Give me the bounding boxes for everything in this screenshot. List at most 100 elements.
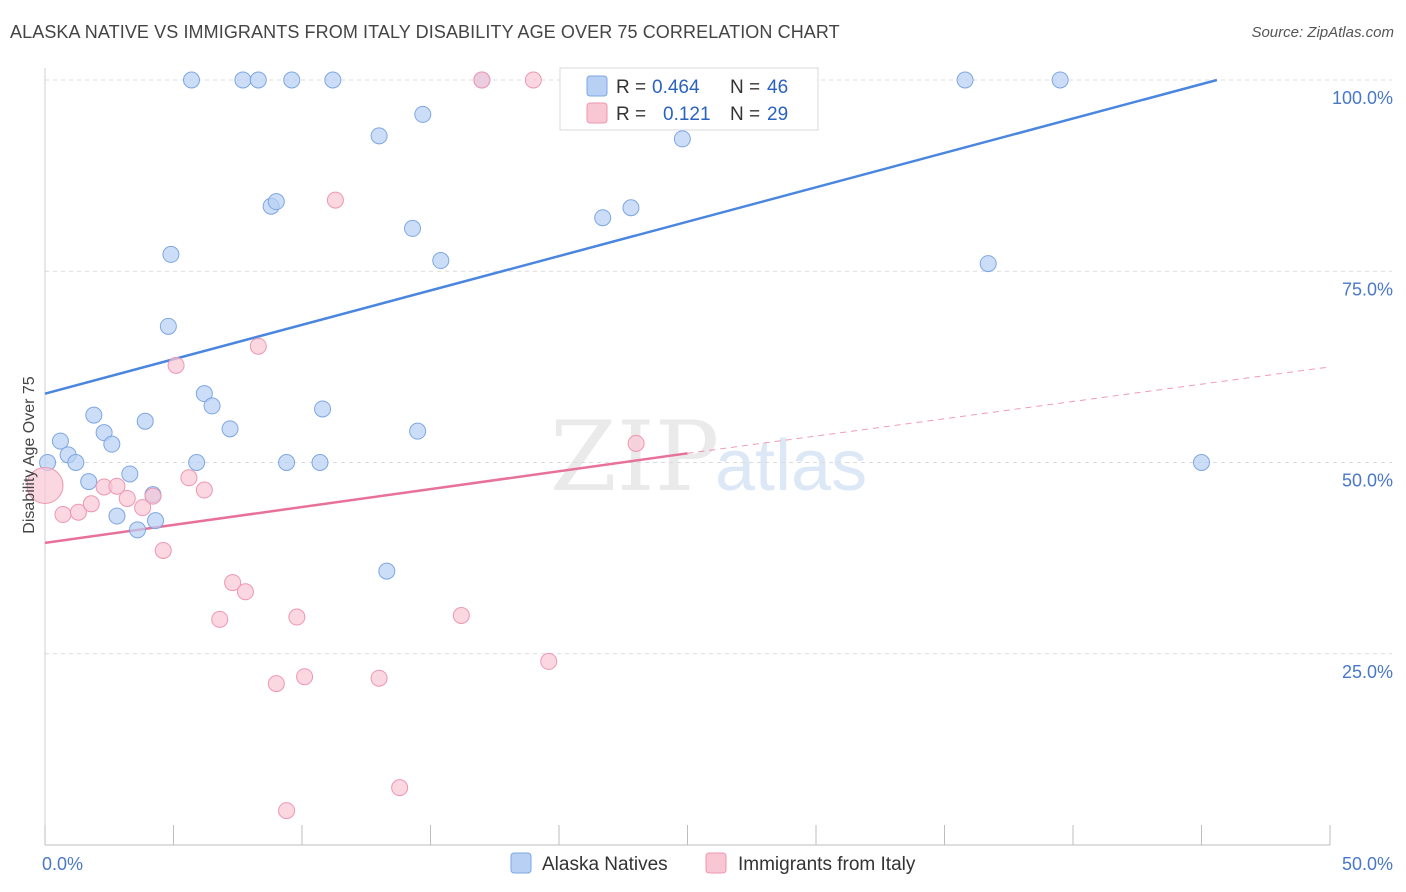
alaska-point [121,465,139,483]
alaska-point [147,512,165,530]
alaska-point [136,412,154,430]
legend-r-label-1: R = [616,77,646,98]
alaska-point [159,317,177,335]
alaska-point [314,400,332,418]
italy-point [278,802,296,820]
series-legend: Alaska Natives Immigrants from Italy [510,852,916,875]
y-tick-label: 50.0% [1342,471,1393,491]
alaska-point [432,252,450,270]
alaska-point [414,105,432,123]
italy-point [370,669,388,687]
legend-n-label-1: N = [730,77,760,98]
italy-point [195,481,213,499]
alaska-point [234,71,252,89]
y-tick-label: 25.0% [1342,662,1393,682]
alaska-point [221,420,239,438]
legend-swatch-italy [586,102,608,124]
italy-point [167,356,185,374]
alaska-trend-line [44,78,1218,395]
italy-point [267,675,285,693]
legend-n-value-italy: 29 [767,104,788,125]
legend-r-value-alaska: 0.464 [652,77,700,98]
alaska-point [195,385,213,403]
source-credit: Source: ZipAtlas.com [1251,24,1394,41]
italy-point [296,668,314,686]
italy-point [540,652,558,670]
italy-point [627,434,645,452]
italy-point [118,489,136,507]
alaska-point [370,127,388,145]
alaska-point [979,255,997,273]
alaska-point [162,245,180,263]
italy-point [144,487,162,505]
alaska-point [249,71,267,89]
y-tick-labels: 25.0% 50.0% 75.0% 100.0% [1332,88,1393,682]
italy-point [236,583,254,601]
italy-point [211,610,229,628]
italy-point [326,191,344,209]
chart-title: ALASKA NATIVE VS IMMIGRANTS FROM ITALY D… [10,22,840,42]
italy-point [524,71,542,89]
italy-point [69,503,87,521]
alaska-point [80,473,98,491]
stats-legend: R = 0.464 N = 46 R = 0.121 N = 29 [559,67,819,131]
italy-point [82,495,100,513]
legend-r-label-2: R = [616,104,646,125]
alaska-point [594,209,612,227]
alaska-point [108,507,126,525]
y-tick-label: 75.0% [1342,279,1393,299]
italy-point [108,477,126,495]
alaska-point [956,71,974,89]
alaska-point [409,422,427,440]
legend-r-value-italy: 0.121 [663,104,711,125]
alaska-point [188,454,206,471]
x-tick-labels: 0.0% 50.0% [42,854,1393,874]
x-tick-label: 50.0% [1342,854,1393,874]
alaska-point [267,193,285,211]
legend-n-value-alaska: 46 [767,77,788,98]
legend-swatch-alaska [586,75,608,97]
italy-point [224,574,242,592]
series-swatch-alaska [510,852,532,874]
legend-n-label-2: N = [730,104,760,125]
italy-point [452,607,470,624]
italy-point [473,71,491,89]
gridlines [45,79,1392,655]
alaska-point [103,435,121,453]
alaska-point [1051,71,1069,89]
alaska-point [67,454,85,471]
italy-point [249,337,267,355]
alaska-point [85,406,103,424]
italy-point [26,466,64,504]
alaska-point [404,219,422,237]
alaska-point [203,397,221,415]
y-axis-label: Disability Age Over 75 [21,376,38,534]
watermark-atlas: atlas [715,426,867,506]
italy-point [391,779,409,797]
alaska-point [673,130,691,148]
italy-point [54,506,72,524]
series-label-italy: Immigrants from Italy [738,854,916,875]
italy-point [154,541,172,559]
alaska-point [283,71,301,89]
alaska-point [129,521,147,539]
italy-point [180,469,198,487]
alaska-point [51,432,69,450]
series-swatch-italy [705,852,727,874]
italy-trend-extension [687,366,1331,454]
alaska-point [1193,454,1210,471]
x-tick-label: 0.0% [42,854,83,874]
watermark-zip: ZIP [550,401,719,513]
italy-point [288,608,306,626]
series-label-alaska: Alaska Natives [542,854,668,875]
alaska-point [278,454,296,471]
alaska-point [378,562,396,580]
alaska-point [622,199,640,217]
data-points [26,71,1210,820]
italy-point [134,499,152,517]
alaska-point [182,71,200,89]
alaska-point [311,454,329,471]
y-tick-label: 100.0% [1332,88,1393,108]
alaska-point [324,71,342,89]
